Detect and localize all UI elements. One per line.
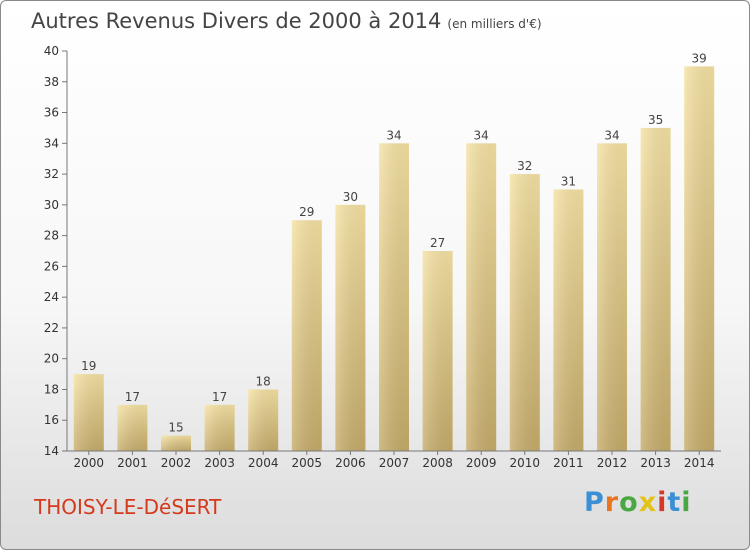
x-tick-label-2009: 2009 bbox=[466, 456, 497, 470]
logo-letter: r bbox=[604, 487, 620, 518]
logo-letter: i bbox=[681, 487, 692, 518]
logo-letter: t bbox=[667, 487, 682, 518]
data-label-2005: 29 bbox=[299, 205, 314, 219]
data-label-2000: 19 bbox=[81, 359, 96, 373]
y-tick-label-34: 34 bbox=[44, 136, 59, 150]
data-label-2010: 32 bbox=[517, 159, 532, 173]
data-label-2004: 18 bbox=[256, 374, 271, 388]
bar-shade-2011 bbox=[553, 189, 584, 451]
bar-shade-2003 bbox=[204, 404, 235, 451]
data-label-2014: 39 bbox=[692, 51, 707, 65]
bar-shade-2006 bbox=[335, 204, 366, 451]
data-label-2003: 17 bbox=[212, 390, 227, 404]
x-tick-label-2008: 2008 bbox=[422, 456, 453, 470]
y-tick-label-40: 40 bbox=[44, 44, 59, 58]
data-label-2011: 31 bbox=[561, 174, 576, 188]
data-label-2012: 34 bbox=[604, 128, 619, 142]
proxiti-logo: Proxiti bbox=[584, 487, 692, 518]
bar-shade-2005 bbox=[291, 220, 322, 451]
logo-letter: P bbox=[584, 487, 605, 518]
x-tick-label-2003: 2003 bbox=[204, 456, 235, 470]
data-label-2002: 15 bbox=[168, 421, 183, 435]
y-tick-label-18: 18 bbox=[44, 382, 59, 396]
x-tick-label-2011: 2011 bbox=[553, 456, 584, 470]
data-label-2009: 34 bbox=[474, 128, 489, 142]
bar-shade-2012 bbox=[597, 143, 627, 452]
y-tick-label-26: 26 bbox=[44, 259, 59, 273]
x-tick-label-2001: 2001 bbox=[117, 456, 148, 470]
bar-shade-2009 bbox=[466, 143, 497, 452]
data-label-2007: 34 bbox=[386, 128, 401, 142]
x-tick-label-2012: 2012 bbox=[597, 456, 628, 470]
y-tick-label-38: 38 bbox=[44, 75, 59, 89]
chart-unit: (en milliers d'€) bbox=[447, 17, 542, 31]
bar-shade-2002 bbox=[161, 435, 191, 451]
bar-shade-2001 bbox=[117, 404, 148, 451]
y-tick-label-14: 14 bbox=[44, 444, 59, 458]
data-label-2008: 27 bbox=[430, 236, 445, 250]
bar-shade-2010 bbox=[509, 174, 540, 452]
data-label-2006: 30 bbox=[343, 190, 358, 204]
bar-shade-2000 bbox=[73, 374, 104, 451]
y-tick-label-20: 20 bbox=[44, 352, 59, 366]
bar-shade-2004 bbox=[248, 389, 279, 451]
x-tick-label-2004: 2004 bbox=[248, 456, 279, 470]
place-name: THOISY-LE-DéSERT bbox=[34, 495, 222, 519]
x-tick-label-2010: 2010 bbox=[510, 456, 541, 470]
bar-shade-2014 bbox=[684, 66, 715, 451]
x-tick-label-2005: 2005 bbox=[292, 456, 323, 470]
data-label-2001: 17 bbox=[125, 390, 140, 404]
logo-letter: x bbox=[638, 487, 658, 518]
chart-title: Autres Revenus Divers de 2000 à 2014 (en … bbox=[31, 9, 542, 33]
x-tick-label-2007: 2007 bbox=[379, 456, 410, 470]
chart-title-text: Autres Revenus Divers de 2000 à 2014 bbox=[31, 9, 442, 33]
data-label-2013: 35 bbox=[648, 113, 663, 127]
x-tick-label-2006: 2006 bbox=[335, 456, 366, 470]
x-tick-label-2002: 2002 bbox=[161, 456, 192, 470]
bar-shade-2008 bbox=[422, 251, 453, 451]
x-tick-label-2014: 2014 bbox=[684, 456, 715, 470]
logo-letter: o bbox=[619, 487, 639, 518]
bar-shade-2007 bbox=[379, 143, 409, 452]
y-tick-label-28: 28 bbox=[44, 229, 59, 243]
y-tick-label-16: 16 bbox=[44, 413, 59, 427]
x-tick-label-2000: 2000 bbox=[74, 456, 105, 470]
logo-letter: i bbox=[657, 487, 668, 518]
y-tick-label-32: 32 bbox=[44, 167, 59, 181]
y-tick-label-22: 22 bbox=[44, 321, 59, 335]
y-tick-label-30: 30 bbox=[44, 198, 59, 212]
y-tick-label-24: 24 bbox=[44, 290, 59, 304]
bar-shade-2013 bbox=[640, 127, 671, 451]
y-tick-label-36: 36 bbox=[44, 106, 59, 120]
x-tick-label-2013: 2013 bbox=[640, 456, 671, 470]
